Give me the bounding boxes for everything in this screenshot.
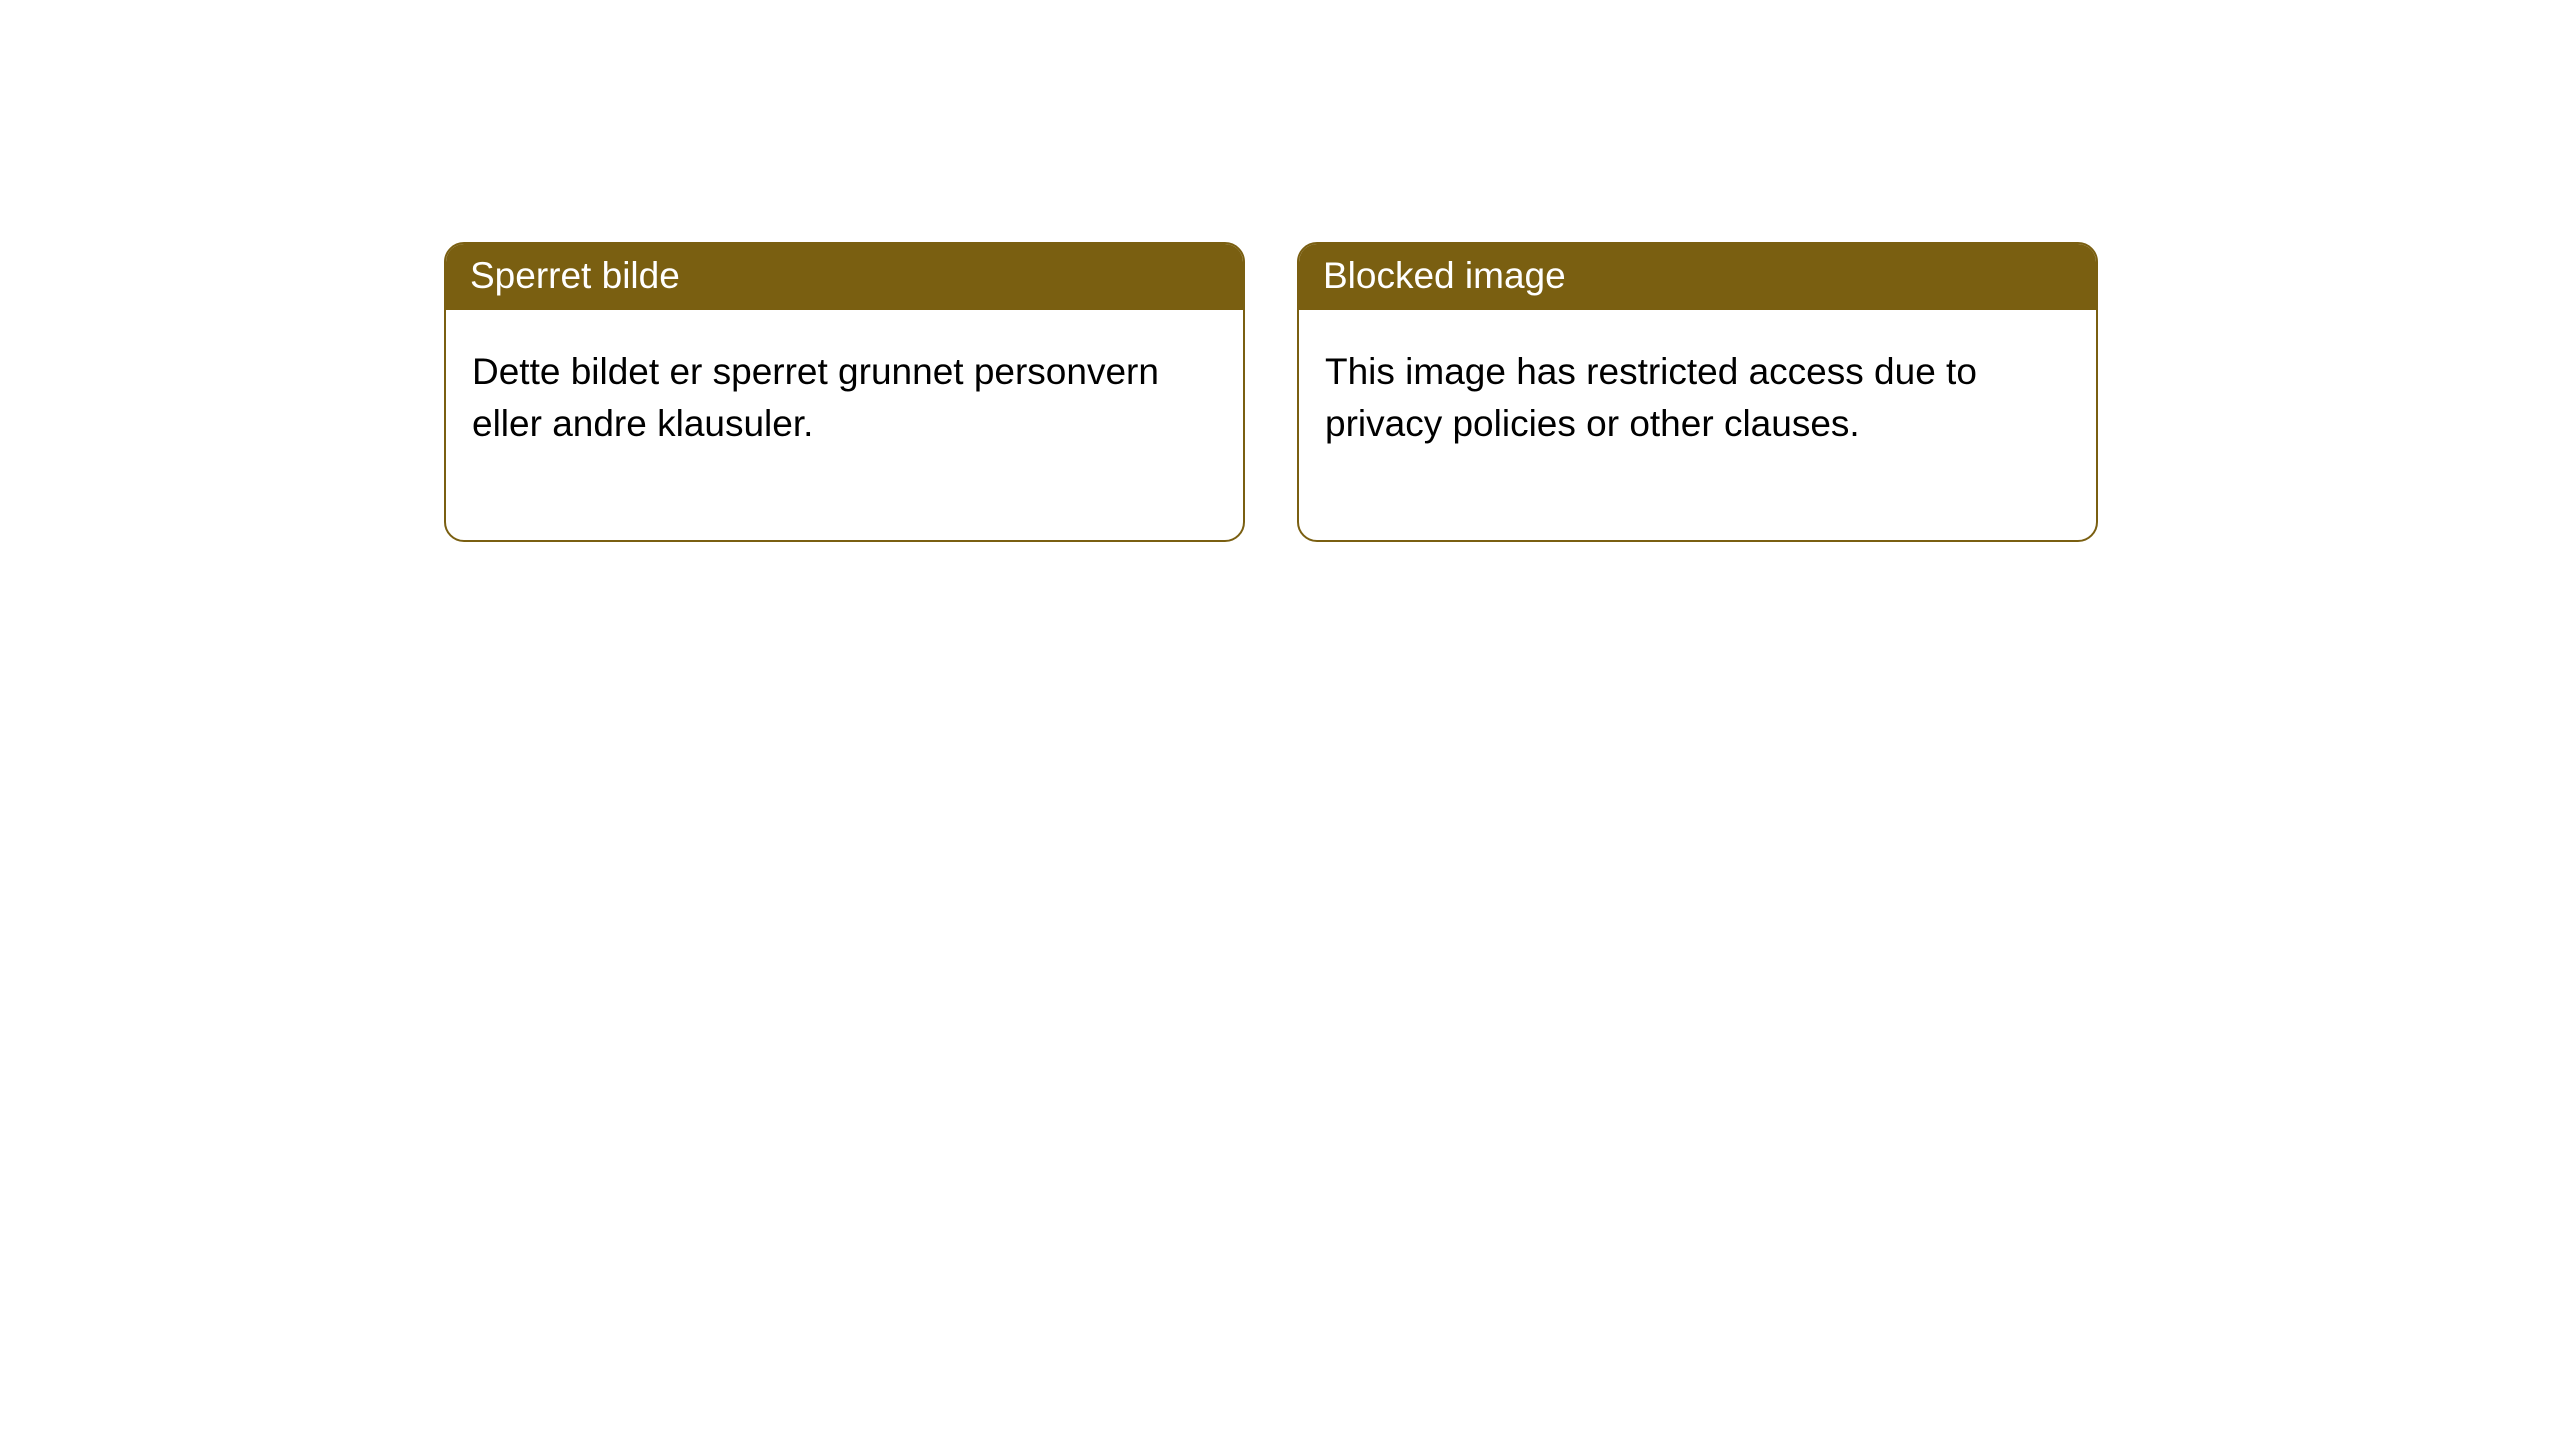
message-box-norwegian: Sperret bilde Dette bildet er sperret gr… — [444, 242, 1245, 542]
message-header: Blocked image — [1299, 244, 2096, 310]
message-body: This image has restricted access due to … — [1299, 310, 2096, 540]
message-header: Sperret bilde — [446, 244, 1243, 310]
message-body: Dette bildet er sperret grunnet personve… — [446, 310, 1243, 540]
message-container: Sperret bilde Dette bildet er sperret gr… — [0, 0, 2560, 542]
message-box-english: Blocked image This image has restricted … — [1297, 242, 2098, 542]
